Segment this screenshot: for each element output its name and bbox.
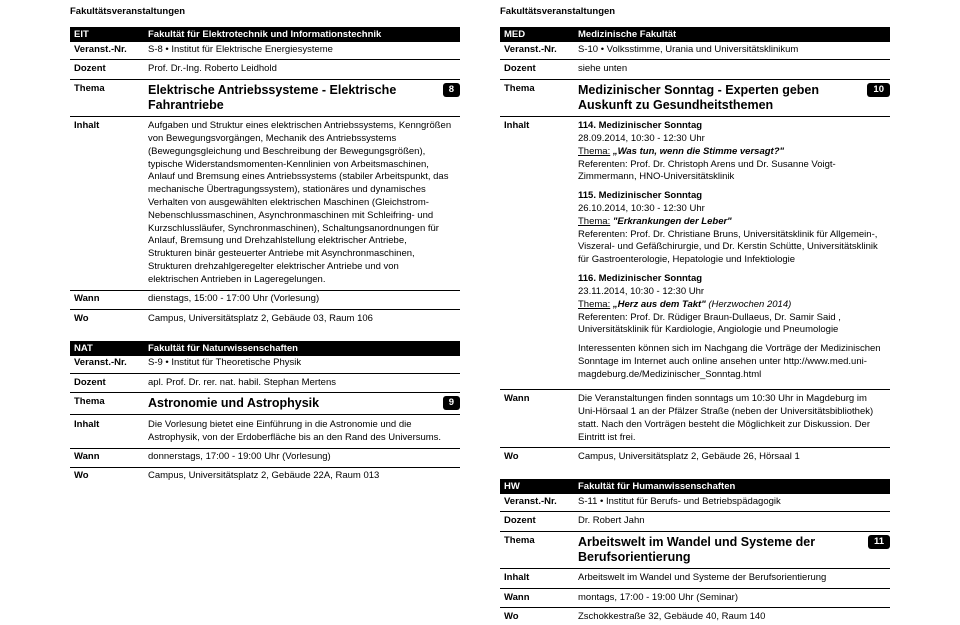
wo-value: Zschokkestraße 32, Gebäude 40, Raum 140 <box>578 611 890 624</box>
label-thema: Thema <box>70 396 148 407</box>
dozent-value: Dr. Robert Jahn <box>578 515 890 528</box>
veranst-value: S-10 • Volksstimme, Urania und Universit… <box>578 44 890 57</box>
label-veranst: Veranst.-Nr. <box>70 44 148 57</box>
faculty-name: Medizinische Fakultät <box>578 29 890 40</box>
veranst-value: S-8 • Institut für Elektrische Energiesy… <box>148 44 460 57</box>
s115-date: 26.10.2014, 10:30 - 12:30 Uhr <box>578 203 705 214</box>
label-thema: Thema <box>500 83 578 94</box>
thema-title: Elektrische Antriebssysteme - Elektrisch… <box>148 83 435 113</box>
s114-title: 114. Medizinischer Sonntag <box>578 120 702 131</box>
course-number-badge: 9 <box>443 396 460 410</box>
faculty-code: MED <box>500 29 578 40</box>
inhalt-value: Aufgaben und Struktur eines elektrischen… <box>148 120 460 287</box>
dozent-value: apl. Prof. Dr. rer. nat. habil. Stephan … <box>148 377 460 390</box>
label-dozent: Dozent <box>70 377 148 390</box>
page-header-right: Fakultätsveranstaltungen <box>500 6 890 17</box>
veranst-value: S-9 • Institut für Theoretische Physik <box>148 357 460 370</box>
faculty-name: Fakultät für Elektrotechnik und Informat… <box>148 29 460 40</box>
faculty-code: NAT <box>70 343 148 354</box>
s116-title: 116. Medizinischer Sonntag <box>578 273 702 284</box>
wann-value: Die Veranstaltungen finden sonntags um 1… <box>578 393 890 444</box>
faculty-name: Fakultät für Humanwissenschaften <box>578 481 890 492</box>
faculty-name: Fakultät für Naturwissenschaften <box>148 343 460 354</box>
veranst-value: S-11 • Institut für Berufs- und Betriebs… <box>578 496 890 509</box>
s115-ref: Referenten: Prof. Dr. Christiane Bruns, … <box>578 229 878 266</box>
s116-ref: Referenten: Prof. Dr. Rüdiger Braun-Dull… <box>578 312 841 336</box>
right-column: Fakultätsveranstaltungen MED Medizinisch… <box>500 6 890 625</box>
inhalt-value: Die Vorlesung bietet eine Einführung in … <box>148 419 460 445</box>
label-thema: Thema <box>70 83 148 94</box>
faculty-code: EIT <box>70 29 148 40</box>
s115-title: 115. Medizinischer Sonntag <box>578 190 702 201</box>
label-veranst: Veranst.-Nr. <box>500 44 578 57</box>
label-dozent: Dozent <box>70 63 148 76</box>
med-note: Interessenten können sich im Nachgang di… <box>578 343 882 381</box>
faculty-bar-eit: EIT Fakultät für Elektrotechnik und Info… <box>70 27 460 42</box>
label-wo: Wo <box>500 451 578 464</box>
s114-date: 28.09.2014, 10:30 - 12:30 Uhr <box>578 133 705 144</box>
inhalt-value: Arbeitswelt im Wandel und Systeme der Be… <box>578 572 890 585</box>
wann-value: donnerstags, 17:00 - 19:00 Uhr (Vorlesun… <box>148 451 460 464</box>
label-wann: Wann <box>70 293 148 306</box>
thema-title: Astronomie und Astrophysik <box>148 396 435 411</box>
label-wann: Wann <box>500 592 578 605</box>
faculty-bar-nat: NAT Fakultät für Naturwissenschaften <box>70 341 460 356</box>
s116-thema-label: Thema: <box>578 299 610 310</box>
label-veranst: Veranst.-Nr. <box>70 357 148 370</box>
label-dozent: Dozent <box>500 515 578 528</box>
left-column: Fakultätsveranstaltungen EIT Fakultät fü… <box>70 6 460 625</box>
label-wann: Wann <box>70 451 148 464</box>
faculty-bar-hw: HW Fakultät für Humanwissenschaften <box>500 479 890 494</box>
label-thema: Thema <box>500 535 578 546</box>
label-inhalt: Inhalt <box>70 419 148 445</box>
page-header-left: Fakultätsveranstaltungen <box>70 6 460 17</box>
wann-value: montags, 17:00 - 19:00 Uhr (Seminar) <box>578 592 890 605</box>
wo-value: Campus, Universitätsplatz 2, Gebäude 22A… <box>148 470 460 483</box>
label-inhalt: Inhalt <box>70 120 148 287</box>
label-inhalt: Inhalt <box>500 572 578 585</box>
s116-thema-b: „Herz aus dem Takt" <box>610 299 706 310</box>
wo-value: Campus, Universitätsplatz 2, Gebäude 26,… <box>578 451 890 464</box>
s115-thema: "Erkrankungen der Leber" <box>610 216 731 227</box>
label-wo: Wo <box>70 470 148 483</box>
course-number-badge: 10 <box>867 83 890 97</box>
label-veranst: Veranst.-Nr. <box>500 496 578 509</box>
label-dozent: Dozent <box>500 63 578 76</box>
thema-title: Arbeitswelt im Wandel und Systeme der Be… <box>578 535 860 565</box>
s115-thema-label: Thema: <box>578 216 610 227</box>
wo-value: Campus, Universitätsplatz 2, Gebäude 03,… <box>148 313 460 326</box>
dozent-value: Prof. Dr.-Ing. Roberto Leidhold <box>148 63 460 76</box>
faculty-bar-med: MED Medizinische Fakultät <box>500 27 890 42</box>
s114-thema: „Was tun, wenn die Stimme versagt?" <box>610 146 784 157</box>
s114-ref: Referenten: Prof. Dr. Christoph Arens un… <box>578 159 836 183</box>
s116-date: 23.11.2014, 10:30 - 12:30 Uhr <box>578 286 704 297</box>
s116-thema-i: (Herzwochen 2014) <box>706 299 792 310</box>
label-inhalt: Inhalt <box>500 120 578 387</box>
course-number-badge: 8 <box>443 83 460 97</box>
faculty-code: HW <box>500 481 578 492</box>
s114-thema-label: Thema: <box>578 146 610 157</box>
inhalt-med: 114. Medizinischer Sonntag 28.09.2014, 1… <box>578 120 890 387</box>
label-wo: Wo <box>70 313 148 326</box>
dozent-value: siehe unten <box>578 63 890 76</box>
label-wann: Wann <box>500 393 578 444</box>
thema-title: Medizinischer Sonntag - Experten geben A… <box>578 83 859 113</box>
label-wo: Wo <box>500 611 578 624</box>
wann-value: dienstags, 15:00 - 17:00 Uhr (Vorlesung) <box>148 293 460 306</box>
course-number-badge: 11 <box>868 535 890 549</box>
